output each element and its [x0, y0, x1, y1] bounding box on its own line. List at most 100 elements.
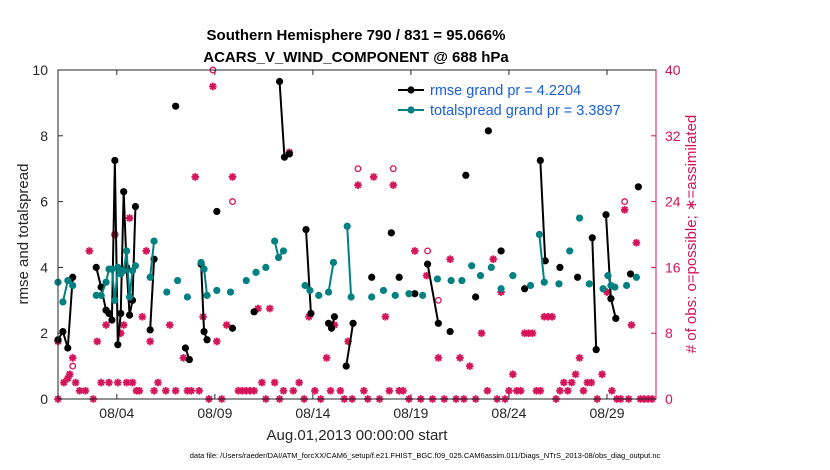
spread-point	[242, 276, 250, 285]
spread-point	[391, 291, 399, 299]
obs-assimilated-marker	[105, 378, 113, 387]
plot-area	[58, 70, 656, 399]
rmse-point	[125, 311, 134, 319]
obs-assimilated-marker	[336, 386, 345, 395]
rmse-line	[426, 263, 440, 324]
rmse-point	[111, 156, 119, 165]
spread-point	[150, 237, 158, 245]
obs-assimilated-marker	[528, 329, 537, 337]
spread-point	[497, 285, 505, 293]
obs-assimilated-marker	[489, 255, 498, 263]
spread-point	[59, 298, 67, 306]
spread-point	[433, 275, 441, 283]
rmse-point	[285, 150, 293, 158]
rmse-point	[368, 273, 376, 281]
obs-assimilated-marker	[179, 354, 188, 362]
obs-assimilated-marker	[114, 378, 122, 387]
rmse-point	[302, 225, 310, 234]
obs-assimilated-marker	[258, 378, 266, 387]
obs-assimilated-marker	[138, 312, 147, 321]
rmse-point	[541, 257, 549, 265]
rmse-line	[539, 160, 547, 261]
obs-assimilated-marker	[548, 312, 556, 321]
obs-assimilated-marker	[209, 82, 217, 91]
obs-possible-marker	[389, 165, 397, 173]
spread-point	[274, 253, 283, 262]
obs-assimilated-marker	[311, 386, 319, 395]
x-tick-label: 08/24	[491, 405, 526, 421]
obs-assimilated-marker	[385, 386, 394, 395]
obs-assimilated-marker	[516, 386, 525, 395]
obs-assimilated-marker	[571, 370, 580, 379]
obs-assimilated-marker	[627, 321, 636, 329]
obs-possible-marker	[621, 198, 629, 206]
obs-assimilated-marker	[477, 329, 486, 337]
obs-assimilated-marker	[146, 337, 154, 346]
obs-possible-marker	[424, 247, 432, 255]
rmse-point	[185, 355, 193, 364]
spread-point	[329, 258, 338, 267]
rmse-point	[395, 273, 403, 281]
y-right-tick-label: 24	[665, 194, 681, 210]
obs-assimilated-marker	[191, 173, 200, 181]
x-tick-label: 08/29	[589, 405, 624, 421]
y-tick-labels: 0 2 4 6 8 10	[32, 62, 48, 407]
obs-assimilated-marker	[354, 181, 362, 189]
spread-point	[102, 278, 110, 286]
obs-assimilated-marker	[411, 247, 419, 255]
rmse-point	[327, 324, 336, 332]
spread-point	[458, 276, 466, 285]
rmse-point	[228, 324, 237, 332]
x-tick-label: 08/04	[99, 405, 134, 421]
rmse-point	[181, 344, 190, 352]
spread-point	[114, 263, 122, 271]
rmse-point	[588, 234, 596, 242]
spread-point	[632, 273, 640, 281]
obs-assimilated-marker	[195, 386, 203, 395]
obs-assimilated-marker	[381, 312, 390, 321]
y-right-axis-label: # of obs: o=possible; ∗=assimilated	[683, 115, 700, 354]
spread-point	[120, 267, 128, 275]
rmse-point	[387, 229, 395, 237]
rmse-point	[573, 273, 582, 281]
spread-point	[271, 237, 279, 245]
rmse-point	[131, 202, 140, 211]
obs-assimilated-marker	[154, 378, 162, 387]
spread-point	[419, 291, 427, 299]
rmse-point	[120, 188, 128, 196]
rmse-point	[626, 270, 635, 278]
y-tick-label: 6	[40, 194, 48, 210]
obs-assimilated-marker	[122, 378, 131, 387]
obs-assimilated-marker	[536, 386, 545, 395]
obs-assimilated-marker	[250, 386, 258, 395]
obs-assimilated-marker	[560, 378, 568, 387]
rmse-point	[172, 102, 180, 110]
spread-point	[97, 291, 105, 299]
obs-assimilated-marker	[598, 370, 606, 379]
y-right-tick-label: 0	[665, 391, 673, 407]
obs-assimilated-marker	[171, 386, 180, 395]
obs-assimilated-marker	[265, 304, 274, 313]
obs-assimilated-marker	[360, 386, 368, 395]
spread-point	[509, 272, 517, 280]
obs-assimilated-marker	[326, 386, 335, 395]
spread-line	[327, 262, 335, 293]
spread-point	[555, 280, 563, 288]
spread-point	[540, 278, 548, 286]
rmse-point	[275, 77, 284, 86]
chart-title-line2: ACARS_V_WIND_COMPONENT @ 688 hPa	[203, 49, 509, 66]
y-tick-label: 10	[32, 62, 48, 78]
obs-possible-marker	[354, 165, 362, 173]
obs-assimilated-marker	[322, 354, 331, 362]
x-tick-label: 08/14	[295, 405, 330, 421]
obs-assimilated-marker	[150, 386, 158, 395]
spread-point	[476, 272, 485, 280]
obs-assimilated-marker	[270, 378, 279, 387]
spread-point	[125, 293, 134, 301]
spread-point	[447, 276, 455, 285]
rmse-point	[114, 341, 122, 349]
rmse-point	[59, 327, 67, 336]
spread-point	[163, 288, 171, 296]
obs-assimilated-marker	[632, 238, 641, 247]
spread-point	[200, 265, 208, 273]
